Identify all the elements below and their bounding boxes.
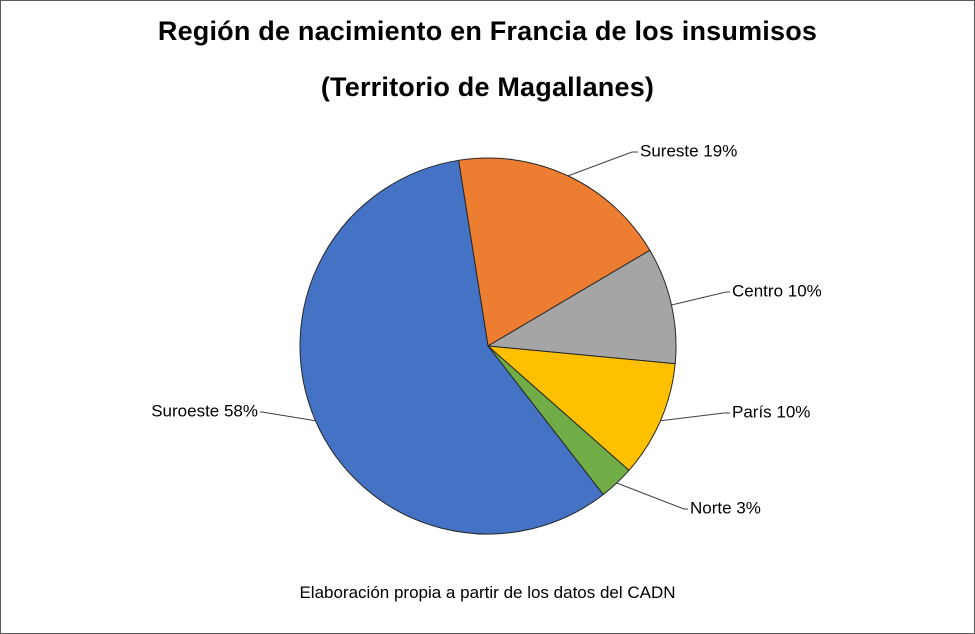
pie-slices [299, 157, 677, 535]
data-label-paris: París 10% [732, 402, 810, 421]
leader-line-sureste [567, 151, 638, 177]
pie-slice-paris [487, 345, 676, 471]
source-note: Elaboración propia a partir de los datos… [299, 583, 676, 602]
chart-title: Región de nacimiento en Francia de los i… [157, 16, 818, 46]
data-label-suroeste: Suroeste 58% [151, 401, 258, 420]
data-label-norte: Norte 3% [690, 498, 761, 517]
leader-line-suroeste [260, 411, 316, 422]
leader-line-centro [671, 291, 730, 306]
leader-line-norte [616, 482, 688, 510]
leader-line-paris [660, 412, 730, 422]
pie-labels: Sureste 19% Centro 10% París 10% Norte 3% Su… [151, 141, 822, 517]
chart-subtitle: (Territorio de Magallanes) [320, 72, 655, 102]
pie-slice-centro [487, 249, 677, 365]
data-label-sureste: Sureste 19% [640, 141, 737, 160]
data-label-centro: Centro 10% [732, 281, 822, 300]
